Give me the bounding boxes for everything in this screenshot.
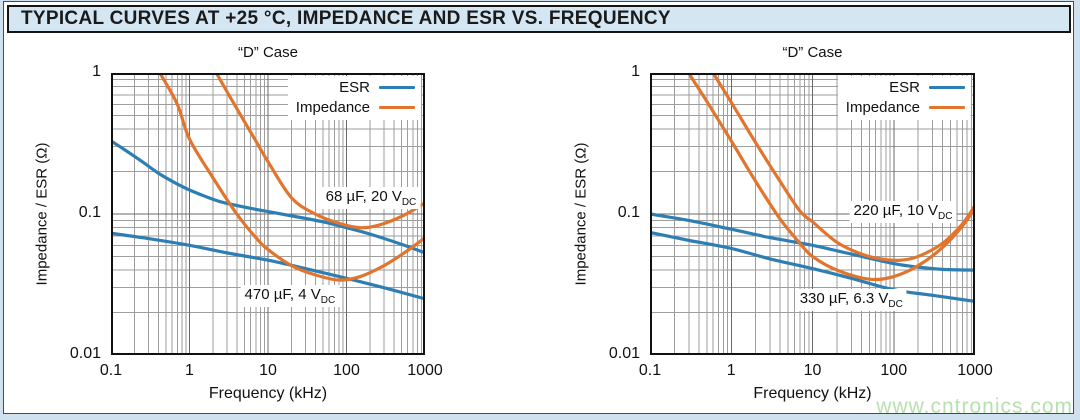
x-tick-label: 1 bbox=[185, 362, 194, 379]
y-tick-label: 0.01 bbox=[69, 345, 101, 362]
x-tick-label: 10 bbox=[803, 362, 822, 379]
x-tick-label: 1000 bbox=[957, 362, 993, 379]
chart-right-x-axis-label: Frequency (kHz) bbox=[753, 385, 872, 402]
annotation-subscript: DC bbox=[401, 196, 417, 208]
plot-frame bbox=[111, 73, 425, 355]
legend: ESR Impedance bbox=[287, 76, 421, 120]
x-tick-label: 1000 bbox=[407, 362, 443, 379]
annotation-text: 330 µF, 6.3 V bbox=[799, 290, 889, 308]
curve-esr bbox=[111, 231, 425, 301]
plot-frame bbox=[650, 73, 975, 355]
x-tick-label: 100 bbox=[880, 362, 908, 379]
x-tick-label: 0.1 bbox=[99, 362, 123, 379]
legend-label: Impedance bbox=[295, 99, 370, 116]
legend-label: ESR bbox=[889, 79, 920, 96]
legend-row: ESR bbox=[846, 79, 965, 96]
figure-title-bar: TYPICAL CURVES AT +25 °C, IMPEDANCE AND … bbox=[7, 5, 1071, 33]
annotation-label: 330 µF, 6.3 VDC bbox=[795, 289, 907, 312]
curve-impedance bbox=[158, 73, 425, 282]
x-tick-label: 100 bbox=[333, 362, 360, 379]
legend-line-swatch bbox=[379, 106, 415, 109]
chart-left-title: “D” Case bbox=[237, 44, 298, 61]
legend-row: Impedance bbox=[296, 99, 415, 116]
legend-label: ESR bbox=[339, 79, 370, 96]
y-tick-label: 0.01 bbox=[608, 345, 640, 362]
annotation-text: 470 µF, 4 V bbox=[244, 286, 321, 304]
y-tick-label: 0.1 bbox=[617, 204, 640, 221]
chart-left: “D” Case Impedance / ESR (Ω) Frequency (… bbox=[34, 44, 443, 402]
legend-line-swatch bbox=[929, 86, 965, 89]
y-tick-label: 0.1 bbox=[78, 204, 101, 221]
curve-esr bbox=[650, 212, 975, 272]
figure-title: TYPICAL CURVES AT +25 °C, IMPEDANCE AND … bbox=[21, 8, 671, 29]
annotation-label: 470 µF, 4 VDC bbox=[240, 285, 340, 308]
annotation-text: 68 µF, 20 V bbox=[325, 187, 402, 205]
curve-impedance bbox=[711, 73, 975, 262]
legend: ESR Impedance bbox=[837, 76, 971, 120]
legend-line-swatch bbox=[929, 106, 965, 109]
annotation-subscript: DC bbox=[938, 211, 953, 223]
chart-right: “D” Case Impedance / ESR (Ω) Frequency (… bbox=[573, 44, 993, 402]
watermark: www.cntronics.com bbox=[876, 395, 1073, 418]
chart-right-title: “D” Case bbox=[782, 44, 843, 61]
annotation-label: 220 µF, 10 VDC bbox=[849, 201, 957, 224]
chart-left-x-axis-label: Frequency (kHz) bbox=[208, 385, 328, 402]
x-tick-label: 10 bbox=[259, 362, 277, 379]
x-tick-label: 0.1 bbox=[638, 362, 662, 379]
annotation-subscript: DC bbox=[320, 295, 336, 307]
y-tick-label: 1 bbox=[92, 63, 101, 80]
y-tick-label: 1 bbox=[631, 63, 640, 80]
curve-impedance bbox=[686, 73, 975, 282]
annotation-label: 68 µF, 20 VDC bbox=[321, 186, 421, 209]
legend-line-swatch bbox=[379, 86, 415, 89]
curve-esr bbox=[650, 230, 975, 303]
annotation-subscript: DC bbox=[888, 299, 903, 311]
legend-row: ESR bbox=[296, 79, 415, 96]
annotation-text: 220 µF, 10 V bbox=[853, 202, 939, 220]
curve-impedance bbox=[214, 73, 425, 230]
legend-row: Impedance bbox=[846, 99, 965, 116]
legend-label: Impedance bbox=[845, 99, 920, 116]
x-tick-label: 1 bbox=[726, 362, 736, 379]
